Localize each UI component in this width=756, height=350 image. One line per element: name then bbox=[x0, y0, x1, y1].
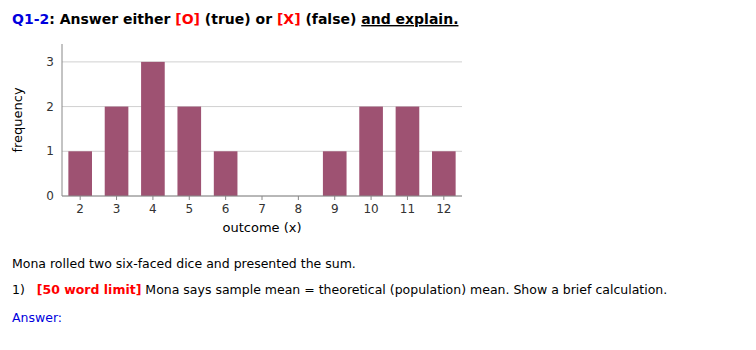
title-part: and explain. bbox=[361, 11, 458, 27]
x-tick-label: 6 bbox=[222, 202, 230, 216]
x-tick bbox=[334, 196, 335, 200]
y-axis: 0 1 2 3 bbox=[46, 44, 62, 203]
x-tick bbox=[298, 196, 299, 200]
title-part: : Answer either bbox=[49, 11, 175, 27]
y-tick-label: 0 bbox=[46, 189, 54, 203]
title-part: (true) or bbox=[200, 11, 277, 27]
x-tick-label: 9 bbox=[331, 202, 339, 216]
x-tick-label: 11 bbox=[400, 202, 415, 216]
x-tick-label: 10 bbox=[363, 202, 378, 216]
x-tick bbox=[262, 196, 263, 200]
annotation-part: . Show a brief calculation. bbox=[505, 282, 667, 297]
x-tick-label: 8 bbox=[295, 202, 303, 216]
y-tick-label: 1 bbox=[46, 144, 54, 158]
bar bbox=[214, 151, 238, 196]
bars bbox=[68, 62, 455, 196]
title-part: [X] bbox=[277, 11, 301, 27]
x-tick-label: 3 bbox=[113, 202, 121, 216]
x-axis-label: outcome (x) bbox=[222, 220, 301, 235]
annotation-part: sample mean bbox=[215, 282, 300, 297]
x-tick bbox=[152, 196, 153, 200]
y-tick-label: 3 bbox=[46, 55, 54, 69]
bar bbox=[141, 62, 165, 196]
annotation-part: Mona rolled two six-faced dice and prese… bbox=[12, 256, 356, 271]
x-tick bbox=[407, 196, 408, 200]
bar bbox=[396, 107, 420, 196]
x-tick bbox=[371, 196, 372, 200]
title-part: [O] bbox=[175, 11, 200, 27]
annotation: 1) [50 word limit] Mona says sample mean… bbox=[12, 282, 667, 297]
x-tick-label: 7 bbox=[258, 202, 266, 216]
title-part: Q1-2 bbox=[12, 11, 49, 27]
x-tick-label: 5 bbox=[185, 202, 193, 216]
x-tick-label: 4 bbox=[149, 202, 157, 216]
x-tick-label: 2 bbox=[76, 202, 84, 216]
grid bbox=[62, 62, 462, 196]
annotation-part: Mona says bbox=[141, 282, 215, 297]
title-part: (false) bbox=[301, 11, 362, 27]
title: Q1-2: Answer either [O] (true) or [X] (f… bbox=[12, 11, 458, 27]
x-tick bbox=[443, 196, 444, 200]
bar bbox=[105, 107, 129, 196]
bar bbox=[177, 107, 201, 196]
x-tick bbox=[116, 196, 117, 200]
bar bbox=[68, 151, 92, 196]
chart: Q1-2: Answer either [O] (true) or [X] (f… bbox=[0, 0, 756, 350]
annotation: Answer: bbox=[12, 310, 62, 325]
x-tick bbox=[189, 196, 190, 200]
annotation-part: = bbox=[300, 282, 318, 297]
annotation: Mona rolled two six-faced dice and prese… bbox=[12, 256, 356, 271]
annotation-part: Answer: bbox=[12, 310, 62, 325]
bar bbox=[359, 107, 383, 196]
grid-line bbox=[62, 61, 462, 62]
x-tick-label: 12 bbox=[436, 202, 451, 216]
annotation-part: 1) bbox=[12, 282, 37, 297]
annotation-part: theoretical (population) mean bbox=[319, 282, 506, 297]
annotation-part: [50 word limit] bbox=[37, 282, 142, 297]
x-axis: 2 3 4 5 6 7 8 9 10 11 12 bbox=[62, 196, 462, 216]
x-tick bbox=[80, 196, 81, 200]
y-axis-label: frequency bbox=[10, 87, 25, 153]
y-axis-line bbox=[62, 44, 63, 196]
y-tick-label: 2 bbox=[46, 100, 54, 114]
x-tick bbox=[225, 196, 226, 200]
bar bbox=[323, 151, 347, 196]
bar bbox=[432, 151, 456, 196]
